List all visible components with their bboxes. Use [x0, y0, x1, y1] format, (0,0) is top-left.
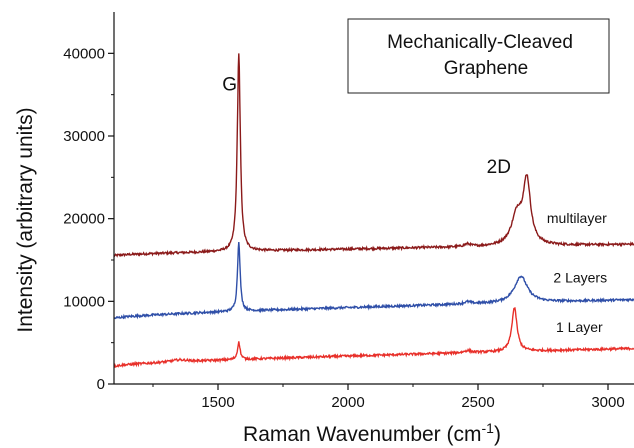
annotation-line-1: Mechanically-Cleaved [387, 32, 573, 53]
x-axis-title-main: Raman Wavenumber (cm [243, 423, 481, 446]
y-tick-label: 40000 [63, 45, 105, 62]
y-tick-label: 20000 [63, 211, 105, 228]
x-tick-label: 2000 [331, 394, 364, 411]
peak-label-1: 2D [487, 157, 511, 178]
x-tick-label: 3000 [591, 394, 624, 411]
peak-label-0: G [222, 75, 237, 96]
annotation-box [348, 19, 609, 93]
series-label-0: multilayer [547, 210, 607, 226]
series-label-1: 2 Layers [553, 269, 607, 285]
y-tick-label: 10000 [63, 293, 105, 310]
x-axis-title-suffix: ) [494, 423, 501, 446]
annotation-line-2: Graphene [444, 58, 529, 79]
y-axis-title-group: Intensity (arbitrary units) [14, 107, 37, 332]
x-axis-title-superscript: -1 [482, 420, 495, 436]
x-tick-label: 1500 [201, 394, 234, 411]
x-axis-title: Raman Wavenumber (cm-1) [243, 420, 501, 446]
series-line-2 [114, 308, 634, 367]
x-tick-label: 2500 [461, 394, 494, 411]
series-label-2: 1 Layer [556, 319, 603, 335]
y-tick-label: 0 [97, 376, 105, 393]
y-tick-label: 30000 [63, 128, 105, 145]
y-axis-title: Intensity (arbitrary units) [14, 107, 37, 332]
annotations: Mechanically-Cleaved Graphene multilayer… [222, 19, 609, 335]
